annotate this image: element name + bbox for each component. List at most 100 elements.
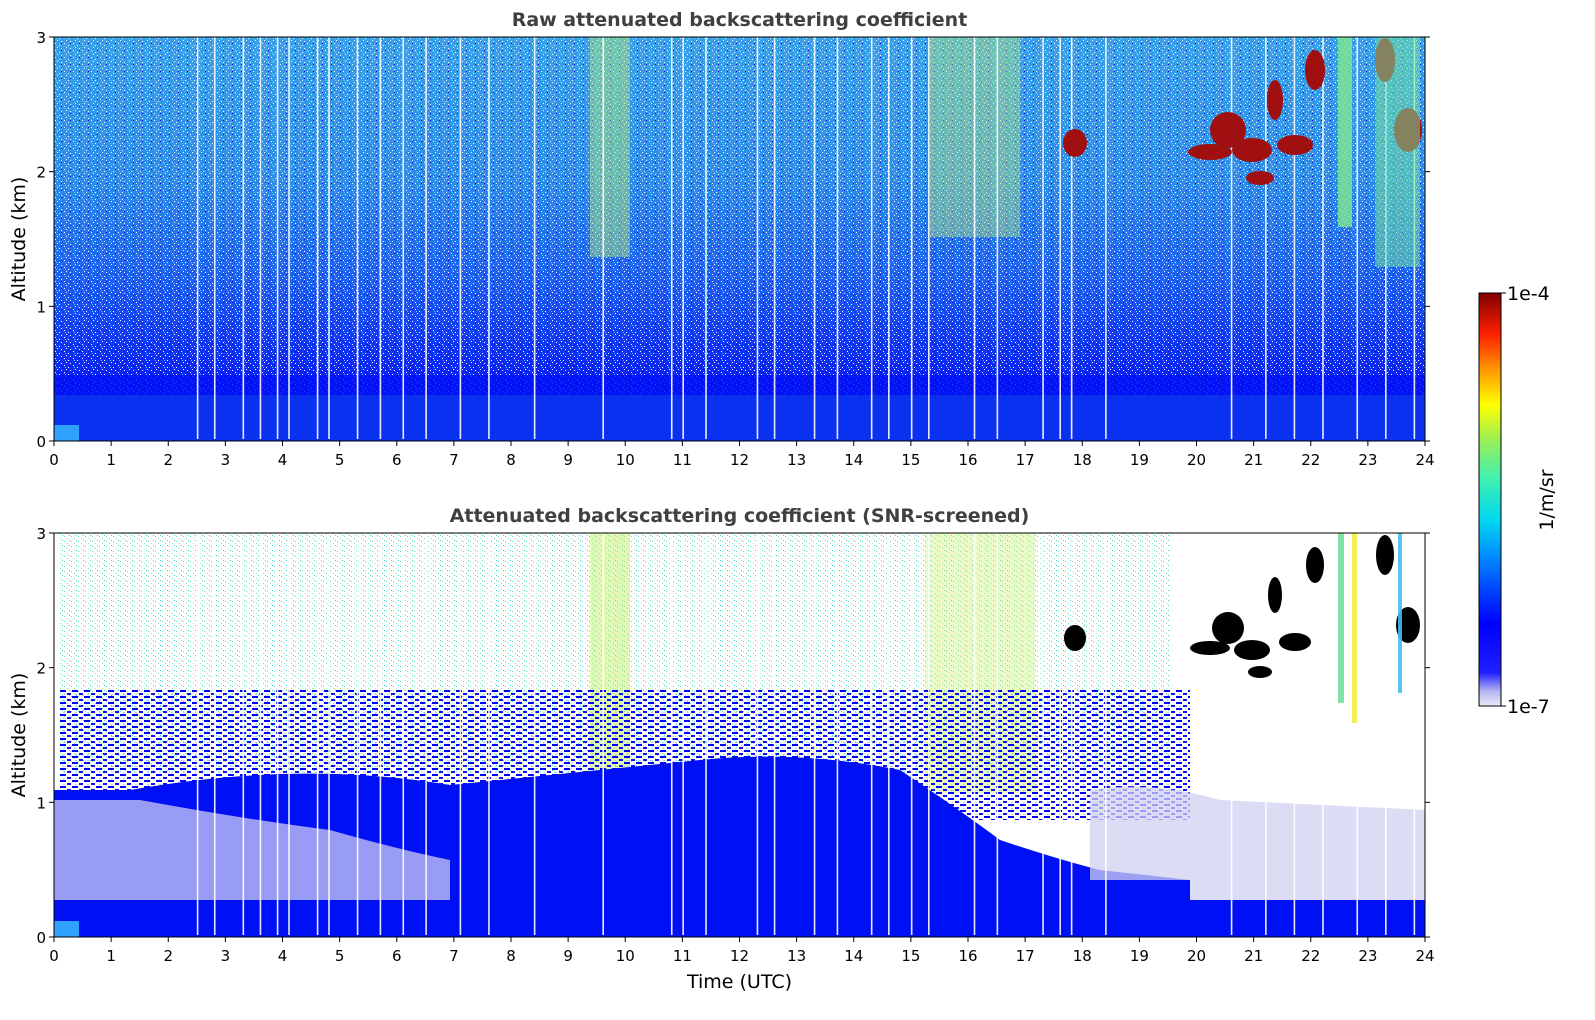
x-tick-label: 7: [449, 947, 459, 965]
data-gap-stripe: [259, 37, 262, 439]
x-tick-label: 20: [1187, 451, 1206, 469]
data-gap-stripe: [888, 533, 890, 935]
data-gap-stripe: [1293, 37, 1296, 439]
data-gap-stripe: [756, 533, 759, 935]
y-tick-label: 2: [36, 660, 46, 678]
data-gap-stripe: [1356, 533, 1359, 935]
x-tick-label: 23: [1358, 451, 1377, 469]
data-gap-stripe: [996, 37, 999, 439]
x-tick-label: 14: [844, 947, 863, 965]
data-gap-stripe: [533, 533, 536, 935]
x-tick-label: 17: [1016, 947, 1035, 965]
data-gap-stripe: [870, 533, 873, 935]
data-gap-stripe: [705, 533, 707, 935]
data-gap-stripe: [996, 533, 999, 935]
x-tick-label: 18: [1073, 451, 1092, 469]
data-gap-stripe: [379, 533, 382, 935]
data-gap-stripe: [813, 37, 816, 439]
data-gap-stripe: [1070, 533, 1073, 935]
panel1-yellow-plume-1: [590, 37, 630, 257]
data-gap-stripe: [356, 37, 359, 439]
data-gap-stripe: [1105, 533, 1107, 935]
x-tick-label: 8: [506, 451, 516, 469]
data-gap-stripe: [242, 37, 245, 439]
x-tick-label: 8: [506, 947, 516, 965]
data-gap-stripe: [888, 37, 890, 439]
x-tick-label: 2: [163, 947, 173, 965]
x-tick-label: 12: [730, 451, 749, 469]
data-gap-stripe: [928, 37, 930, 439]
data-gap-stripe: [379, 37, 382, 439]
panel2-pale-zone: [54, 800, 450, 900]
data-gap-stripe: [910, 533, 913, 935]
x-tick-label: 24: [1415, 947, 1434, 965]
colorbar: 1e-4 1e-7 1/m/sr: [1478, 283, 1558, 718]
data-gap-stripe: [1385, 533, 1387, 935]
x-tick-label: 10: [616, 451, 635, 469]
y-tick-label: 1: [36, 794, 46, 812]
data-gap-stripe: [910, 37, 913, 439]
x-tick-label: 4: [278, 947, 288, 965]
x-tick-label: 0: [49, 947, 59, 965]
panel2-surface-layer: [54, 903, 1425, 937]
x-tick-label: 15: [901, 451, 920, 469]
x-tick-label: 3: [221, 451, 231, 469]
x-tick-label: 7: [449, 451, 459, 469]
panel2-high-cloud: [1338, 533, 1402, 723]
data-gap-stripe: [682, 533, 684, 935]
data-gap-stripe: [288, 533, 290, 935]
panel2-pale-zone-right: [1090, 786, 1425, 900]
x-tick-label: 22: [1301, 451, 1320, 469]
x-tick-label: 1: [106, 947, 116, 965]
x-tick-label: 4: [278, 451, 288, 469]
data-gap-stripe: [402, 37, 405, 439]
x-tick-label: 24: [1415, 451, 1434, 469]
x-tick-label: 1: [106, 451, 116, 469]
panel2-y-ticks: 0 1 2 3: [36, 525, 1430, 947]
data-gap-stripe: [602, 37, 604, 439]
x-tick-label: 23: [1358, 947, 1377, 965]
data-gap-stripe: [1413, 533, 1416, 935]
x-tick-label: 3: [221, 947, 231, 965]
data-gap-stripe: [1059, 37, 1061, 439]
data-gap-stripe: [1230, 533, 1233, 935]
x-tick-label: 16: [958, 451, 977, 469]
panel2-x-ticks: 0 1 2 3 4 5 6 7 8 9 10 11 12 13 14 15 16 17 18 19 20 21 22 23 24: [49, 937, 1435, 965]
panel-snr-screened: Attenuated backscattering coefficient (S…: [8, 505, 1435, 993]
data-gap-stripe: [813, 533, 816, 935]
y-tick-label: 1: [36, 298, 46, 316]
x-tick-label: 6: [392, 451, 402, 469]
panel-raw: Raw attenuated backscattering coefficien…: [8, 9, 1435, 469]
x-tick-label: 16: [958, 947, 977, 965]
panel1-high-cloud: [1338, 37, 1420, 267]
data-gap-stripe: [356, 533, 359, 935]
x-tick-label: 20: [1187, 947, 1206, 965]
panel1-heatmap: [54, 37, 1425, 441]
data-gap-stripe: [682, 37, 684, 439]
data-gap-stripe: [602, 533, 604, 935]
panel2-xlabel: Time (UTC): [686, 971, 792, 993]
panel1-x-ticks: 0 1 2 3 4 5 6 7 8 9 10 11 12 13 14 15 16 17 18 19 20 21 22 23 24: [49, 441, 1435, 469]
colorbar-bar: [1478, 292, 1502, 707]
data-gap-stripe: [328, 37, 330, 439]
panel1-data-gaps: [196, 37, 1416, 439]
data-gap-stripe: [288, 37, 290, 439]
panel1-surface: [54, 425, 79, 441]
data-gap-stripe: [836, 37, 839, 439]
data-gap-stripe: [670, 37, 673, 439]
data-gap-stripe: [533, 37, 536, 439]
x-tick-label: 17: [1016, 451, 1035, 469]
data-gap-stripe: [316, 37, 319, 439]
panel2-surface: [54, 921, 79, 937]
panel2-ylabel: Altitude (km): [8, 673, 30, 798]
data-gap-stripe: [459, 37, 462, 439]
data-gap-stripe: [402, 533, 405, 935]
colorbar-max-label: 1e-4: [1507, 283, 1550, 305]
data-gap-stripe: [425, 533, 427, 935]
data-gap-stripe: [1105, 37, 1107, 439]
x-tick-label: 5: [335, 451, 345, 469]
data-gap-stripe: [213, 37, 216, 439]
data-gap-stripe: [276, 533, 279, 935]
x-tick-label: 6: [392, 947, 402, 965]
data-gap-stripe: [1322, 37, 1324, 439]
